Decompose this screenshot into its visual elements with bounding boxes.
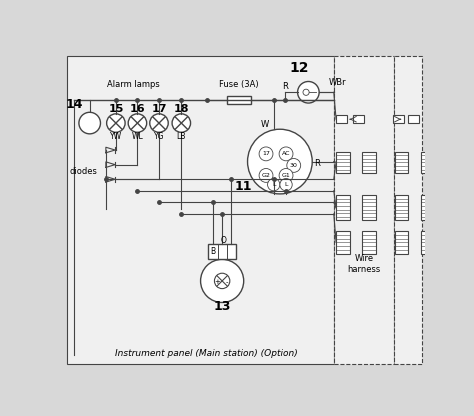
Circle shape — [280, 178, 292, 191]
Circle shape — [298, 82, 319, 103]
Text: 16: 16 — [129, 104, 145, 114]
Bar — [362, 196, 376, 220]
Text: 14: 14 — [65, 98, 83, 111]
Text: 12: 12 — [290, 61, 309, 74]
Text: Wire
harness: Wire harness — [347, 254, 381, 274]
Circle shape — [107, 114, 125, 132]
Circle shape — [259, 168, 273, 182]
Bar — [421, 196, 435, 220]
Bar — [395, 151, 409, 173]
Text: WBr: WBr — [328, 78, 346, 87]
Bar — [421, 151, 435, 173]
Text: -: - — [226, 280, 228, 285]
Bar — [421, 231, 435, 254]
Circle shape — [79, 112, 100, 134]
Bar — [393, 115, 404, 123]
Text: B: B — [210, 247, 216, 256]
Text: WL: WL — [132, 131, 143, 141]
Bar — [334, 56, 394, 364]
Text: G1: G1 — [282, 173, 291, 178]
Text: YW: YW — [110, 131, 122, 141]
Text: 30: 30 — [290, 163, 298, 168]
Text: G2: G2 — [262, 173, 271, 178]
Text: R: R — [315, 158, 320, 168]
Text: O: O — [221, 235, 227, 245]
Text: L: L — [272, 182, 275, 187]
Bar — [362, 231, 376, 254]
Text: 13: 13 — [213, 300, 231, 313]
Bar — [66, 56, 334, 364]
Text: Alarm lamps: Alarm lamps — [107, 80, 160, 89]
Text: L: L — [284, 182, 288, 187]
Text: diodes: diodes — [70, 167, 98, 176]
Text: 17: 17 — [262, 151, 270, 156]
Bar — [336, 196, 350, 220]
Bar — [208, 244, 236, 259]
Circle shape — [214, 273, 230, 289]
Text: 15: 15 — [108, 104, 124, 114]
Circle shape — [201, 259, 244, 302]
Text: AC: AC — [282, 151, 290, 156]
Bar — [395, 231, 409, 254]
Circle shape — [150, 114, 168, 132]
Bar — [353, 115, 364, 123]
Circle shape — [259, 147, 273, 161]
Text: 17: 17 — [151, 104, 167, 114]
Text: R: R — [283, 82, 288, 92]
Bar — [336, 231, 350, 254]
Circle shape — [279, 147, 293, 161]
Circle shape — [287, 158, 301, 172]
Bar — [394, 56, 421, 364]
Circle shape — [247, 129, 312, 194]
Text: LB: LB — [177, 131, 186, 141]
Text: YG: YG — [154, 131, 164, 141]
Circle shape — [267, 178, 280, 191]
Text: W: W — [260, 120, 269, 129]
Circle shape — [172, 114, 191, 132]
Circle shape — [279, 168, 293, 182]
Bar — [395, 196, 409, 220]
Text: 11: 11 — [235, 180, 253, 193]
Text: +: + — [215, 280, 220, 285]
Text: Fuse (3A): Fuse (3A) — [219, 80, 259, 89]
Bar — [362, 151, 376, 173]
Bar — [336, 151, 350, 173]
Circle shape — [303, 89, 309, 95]
Bar — [409, 115, 419, 123]
Circle shape — [128, 114, 146, 132]
Bar — [227, 96, 251, 104]
Bar — [336, 115, 347, 123]
Text: 18: 18 — [173, 104, 189, 114]
Text: Instrument panel (Main station) (Option): Instrument panel (Main station) (Option) — [115, 349, 298, 358]
